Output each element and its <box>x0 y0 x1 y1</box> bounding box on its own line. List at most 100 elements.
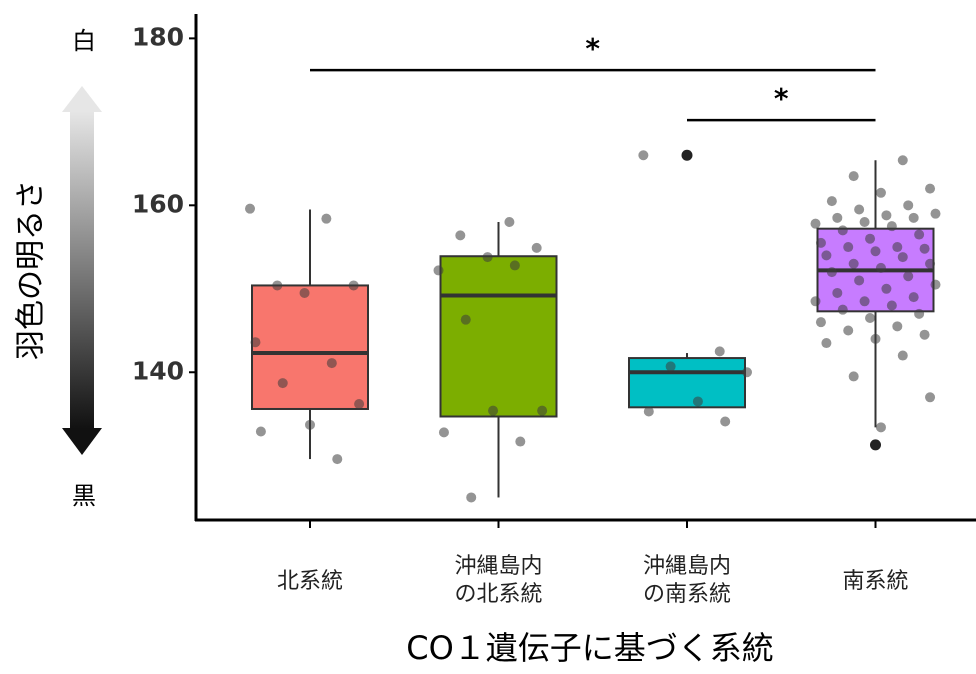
data-point <box>859 217 870 228</box>
data-point <box>892 321 903 332</box>
x-axis-label: CO１遺伝子に基づく系統 <box>406 629 774 667</box>
data-point <box>875 187 886 198</box>
data-point <box>332 454 343 465</box>
data-point <box>810 218 821 229</box>
data-point <box>865 233 876 244</box>
data-point <box>886 300 897 311</box>
data-point <box>870 333 881 344</box>
data-point <box>531 242 542 253</box>
data-point <box>848 258 859 269</box>
data-point <box>865 313 876 323</box>
data-point <box>810 296 821 307</box>
data-point <box>438 427 449 438</box>
data-point <box>742 367 752 378</box>
y-tick-label: 160 <box>132 189 184 218</box>
arrow-head-top <box>62 86 102 112</box>
data-point <box>919 329 930 340</box>
data-point <box>908 212 919 223</box>
data-point <box>466 492 477 503</box>
data-point <box>870 246 881 257</box>
data-point <box>250 337 261 348</box>
scale-top-label: 白 <box>72 27 96 55</box>
scale-bottom-label: 黒 <box>72 482 96 510</box>
data-point <box>897 252 908 263</box>
data-point <box>821 250 832 261</box>
data-point <box>903 271 914 282</box>
outlier <box>870 439 881 451</box>
data-point <box>892 242 903 253</box>
data-point <box>692 396 703 407</box>
data-point <box>255 426 266 437</box>
data-point <box>638 150 649 161</box>
data-point <box>826 196 837 207</box>
data-point <box>665 361 676 372</box>
data-point <box>537 405 548 416</box>
data-point <box>881 283 892 294</box>
data-point <box>272 280 283 291</box>
x-tick-label: 北系統 <box>276 569 343 594</box>
significance-label: * <box>774 82 789 115</box>
x-tick-label: 南系統 <box>842 569 909 594</box>
data-point <box>354 398 365 409</box>
x-tick-label: 沖縄島内 の南系統 <box>642 554 731 607</box>
data-point <box>875 422 886 433</box>
box <box>628 357 746 409</box>
data-point <box>854 275 865 286</box>
data-point <box>903 200 914 211</box>
data-point <box>881 210 892 221</box>
data-point <box>859 296 870 307</box>
data-point <box>837 225 848 236</box>
data-point <box>277 378 288 389</box>
data-point <box>299 287 310 298</box>
y-axis-label: 羽色の明るさ <box>14 180 49 360</box>
outlier <box>681 149 693 161</box>
data-point <box>914 229 925 240</box>
data-point <box>854 204 865 215</box>
data-point <box>919 243 930 254</box>
data-point <box>897 350 908 361</box>
data-point <box>720 416 731 427</box>
data-point <box>837 304 848 315</box>
data-point <box>930 279 941 290</box>
data-point <box>305 419 315 430</box>
data-point <box>925 183 936 194</box>
data-point <box>848 171 859 182</box>
brightness-scale <box>70 111 94 429</box>
data-point <box>515 436 526 447</box>
data-point <box>848 371 859 382</box>
box <box>439 255 558 418</box>
data-point <box>832 287 843 298</box>
data-point <box>821 338 832 349</box>
data-point <box>815 237 826 248</box>
data-point <box>886 221 897 232</box>
data-point <box>843 325 854 336</box>
data-point <box>321 213 332 224</box>
data-point <box>930 208 941 219</box>
data-point <box>509 260 520 271</box>
data-point <box>504 217 515 228</box>
data-point <box>925 392 936 403</box>
data-point <box>460 314 471 325</box>
data-point <box>643 406 654 417</box>
box <box>251 284 369 410</box>
data-point <box>914 308 925 319</box>
data-point <box>908 292 919 303</box>
arrow-head-bottom <box>62 428 102 455</box>
significance-label: * <box>585 32 600 65</box>
data-point <box>832 212 843 223</box>
data-point <box>897 155 908 166</box>
data-point <box>348 280 359 291</box>
y-tick-label: 140 <box>132 356 184 385</box>
data-point <box>433 265 444 276</box>
data-point <box>875 262 886 273</box>
data-point <box>815 317 826 328</box>
y-tick-label: 180 <box>132 22 184 51</box>
data-point <box>455 230 466 241</box>
data-point <box>826 267 837 278</box>
data-point <box>714 346 725 357</box>
data-point <box>245 203 255 214</box>
data-point <box>326 358 337 369</box>
data-point <box>843 242 854 253</box>
